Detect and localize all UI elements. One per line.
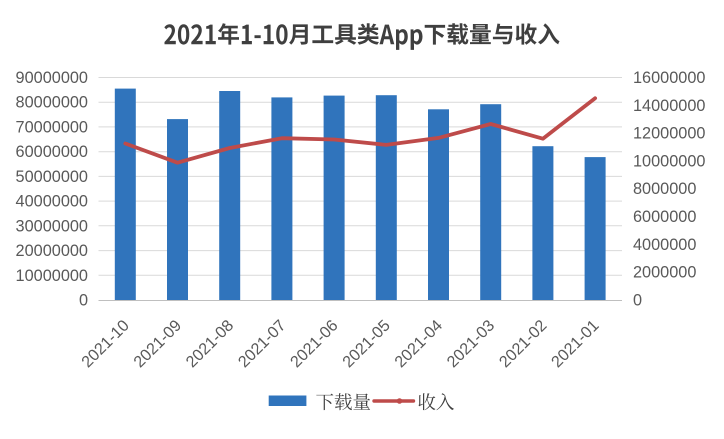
svg-text:12000000: 12000000 xyxy=(633,125,705,143)
svg-text:2000000: 2000000 xyxy=(633,264,696,282)
svg-text:40000000: 40000000 xyxy=(16,193,88,211)
svg-text:10000000: 10000000 xyxy=(633,152,705,170)
svg-text:70000000: 70000000 xyxy=(16,118,88,136)
svg-text:60000000: 60000000 xyxy=(16,143,88,161)
svg-text:90000000: 90000000 xyxy=(16,69,88,87)
svg-text:14000000: 14000000 xyxy=(633,97,705,115)
svg-text:0: 0 xyxy=(633,292,642,310)
svg-text:20000000: 20000000 xyxy=(16,242,88,260)
svg-text:0: 0 xyxy=(79,292,88,310)
svg-text:16000000: 16000000 xyxy=(633,69,705,87)
svg-text:6000000: 6000000 xyxy=(633,208,696,226)
svg-text:8000000: 8000000 xyxy=(633,180,696,198)
svg-text:4000000: 4000000 xyxy=(633,236,696,254)
svg-text:80000000: 80000000 xyxy=(16,94,88,112)
svg-text:50000000: 50000000 xyxy=(16,168,88,186)
svg-text:30000000: 30000000 xyxy=(16,217,88,235)
svg-text:10000000: 10000000 xyxy=(16,267,88,285)
